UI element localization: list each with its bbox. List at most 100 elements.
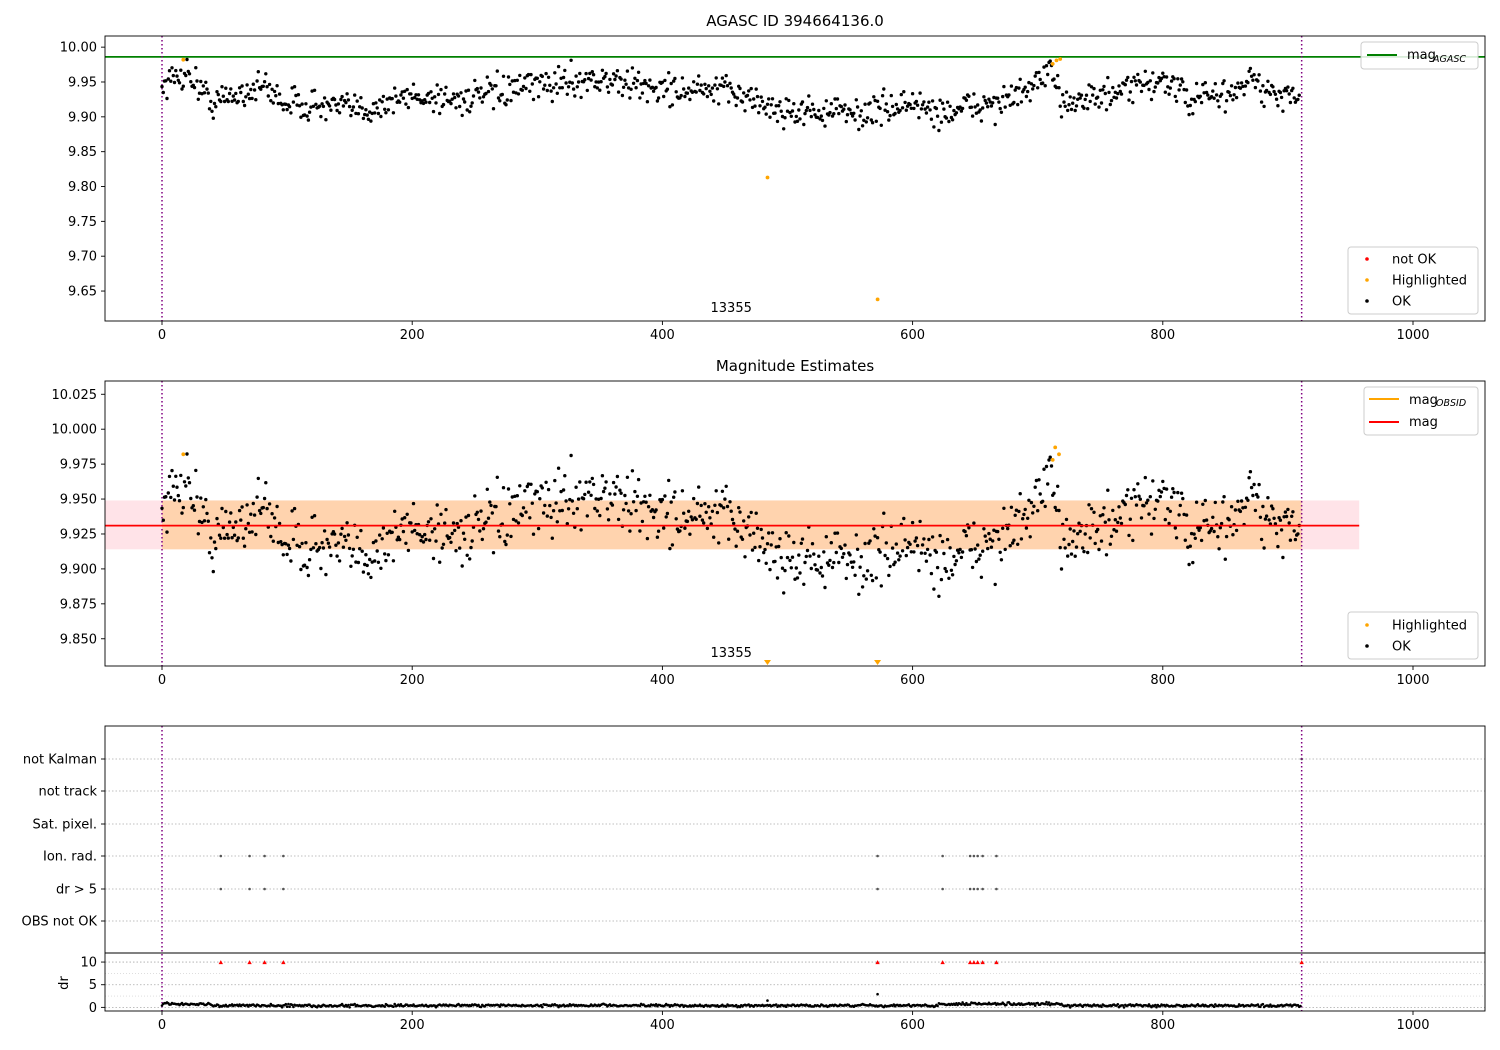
ok-point bbox=[823, 585, 827, 590]
ok-point bbox=[1201, 82, 1205, 87]
ok-point bbox=[584, 71, 588, 76]
ok-point bbox=[947, 119, 951, 124]
legend-swatch bbox=[1365, 278, 1369, 282]
ok-point bbox=[355, 99, 359, 103]
ok-point bbox=[524, 510, 528, 514]
ok-point bbox=[648, 78, 652, 82]
ok-point bbox=[606, 90, 611, 95]
ok-point bbox=[575, 507, 579, 511]
ok-point bbox=[1087, 83, 1091, 87]
ok-point bbox=[1259, 100, 1264, 104]
ok-point bbox=[952, 108, 956, 113]
ok-point bbox=[779, 109, 783, 113]
ok-point bbox=[563, 68, 567, 73]
ok-point bbox=[165, 96, 169, 101]
ok-point bbox=[252, 513, 257, 517]
ok-point bbox=[958, 105, 962, 109]
ok-point bbox=[982, 95, 986, 99]
ok-point bbox=[393, 509, 397, 513]
ok-point bbox=[458, 546, 462, 550]
ok-point bbox=[589, 493, 593, 497]
ok-point bbox=[1019, 100, 1024, 104]
ok-point bbox=[310, 515, 314, 519]
ok-point bbox=[1209, 95, 1214, 99]
ok-point bbox=[1178, 503, 1183, 508]
ok-point bbox=[264, 72, 268, 76]
dr-point bbox=[892, 1003, 896, 1006]
ok-point bbox=[521, 506, 526, 510]
y-tick-label: 9.90 bbox=[68, 110, 97, 125]
ok-point bbox=[1229, 84, 1234, 88]
ok-point bbox=[863, 102, 867, 106]
ok-point bbox=[325, 537, 329, 542]
flag-event-point bbox=[968, 887, 972, 891]
ok-point bbox=[546, 487, 551, 492]
ok-point bbox=[309, 547, 313, 552]
ok-point bbox=[763, 547, 767, 552]
highlighted-point bbox=[1054, 58, 1059, 63]
ok-point bbox=[1203, 81, 1208, 85]
ok-point bbox=[211, 569, 215, 574]
ok-point bbox=[860, 124, 865, 128]
ok-point bbox=[1257, 73, 1261, 77]
ok-point bbox=[1233, 85, 1238, 90]
dr-point bbox=[654, 1003, 658, 1006]
ok-point bbox=[894, 102, 898, 107]
ok-point bbox=[760, 99, 765, 104]
dr-capped-marker bbox=[940, 960, 945, 965]
ok-point bbox=[625, 69, 630, 73]
ok-point bbox=[353, 93, 357, 97]
ok-point bbox=[160, 84, 164, 89]
ok-point bbox=[1083, 532, 1087, 536]
ok-point bbox=[727, 100, 731, 104]
ok-point bbox=[463, 537, 467, 541]
ok-point bbox=[195, 79, 199, 83]
ok-point bbox=[296, 93, 301, 97]
ok-point bbox=[1002, 84, 1006, 89]
ok-point bbox=[655, 535, 660, 539]
ok-point bbox=[1038, 77, 1042, 82]
y-tick-label: 9.950 bbox=[60, 493, 97, 508]
ok-point bbox=[710, 86, 715, 90]
dr-point bbox=[1032, 1002, 1036, 1005]
ok-point bbox=[788, 558, 792, 563]
ok-point bbox=[337, 559, 342, 563]
ok-point bbox=[344, 538, 348, 542]
ok-point bbox=[1259, 537, 1264, 542]
ok-point bbox=[964, 98, 969, 103]
ok-point bbox=[878, 106, 882, 111]
ok-point bbox=[954, 111, 959, 115]
ok-point bbox=[302, 563, 307, 567]
ok-point bbox=[1176, 490, 1180, 495]
ok-point bbox=[443, 92, 447, 96]
ok-point bbox=[1211, 515, 1215, 519]
ok-point bbox=[687, 86, 691, 90]
ok-point bbox=[1106, 75, 1110, 80]
x-tick-label: 200 bbox=[400, 328, 425, 343]
ok-point bbox=[882, 87, 886, 91]
ok-point bbox=[1261, 504, 1265, 509]
ok-point bbox=[1234, 528, 1239, 533]
ok-point bbox=[1166, 85, 1170, 89]
ok-point bbox=[590, 70, 594, 74]
x-tick-label: 200 bbox=[400, 1018, 425, 1033]
ok-point bbox=[1293, 537, 1298, 542]
ok-point bbox=[895, 551, 900, 555]
ok-point bbox=[214, 546, 218, 551]
ok-point bbox=[700, 518, 705, 522]
ok-point bbox=[902, 90, 906, 94]
ok-point bbox=[264, 481, 268, 485]
ok-point bbox=[735, 529, 740, 533]
ok-point bbox=[819, 114, 823, 118]
ok-point bbox=[184, 73, 188, 78]
ok-point bbox=[481, 527, 486, 531]
ok-point bbox=[219, 536, 223, 540]
ok-point bbox=[1152, 89, 1156, 94]
ok-point bbox=[631, 500, 636, 504]
ok-point bbox=[848, 553, 852, 557]
ok-point bbox=[636, 477, 641, 482]
x-tick-label: 600 bbox=[900, 1018, 925, 1033]
ok-point bbox=[1236, 499, 1240, 503]
ok-point bbox=[651, 89, 656, 93]
highlighted-point bbox=[1058, 57, 1063, 61]
